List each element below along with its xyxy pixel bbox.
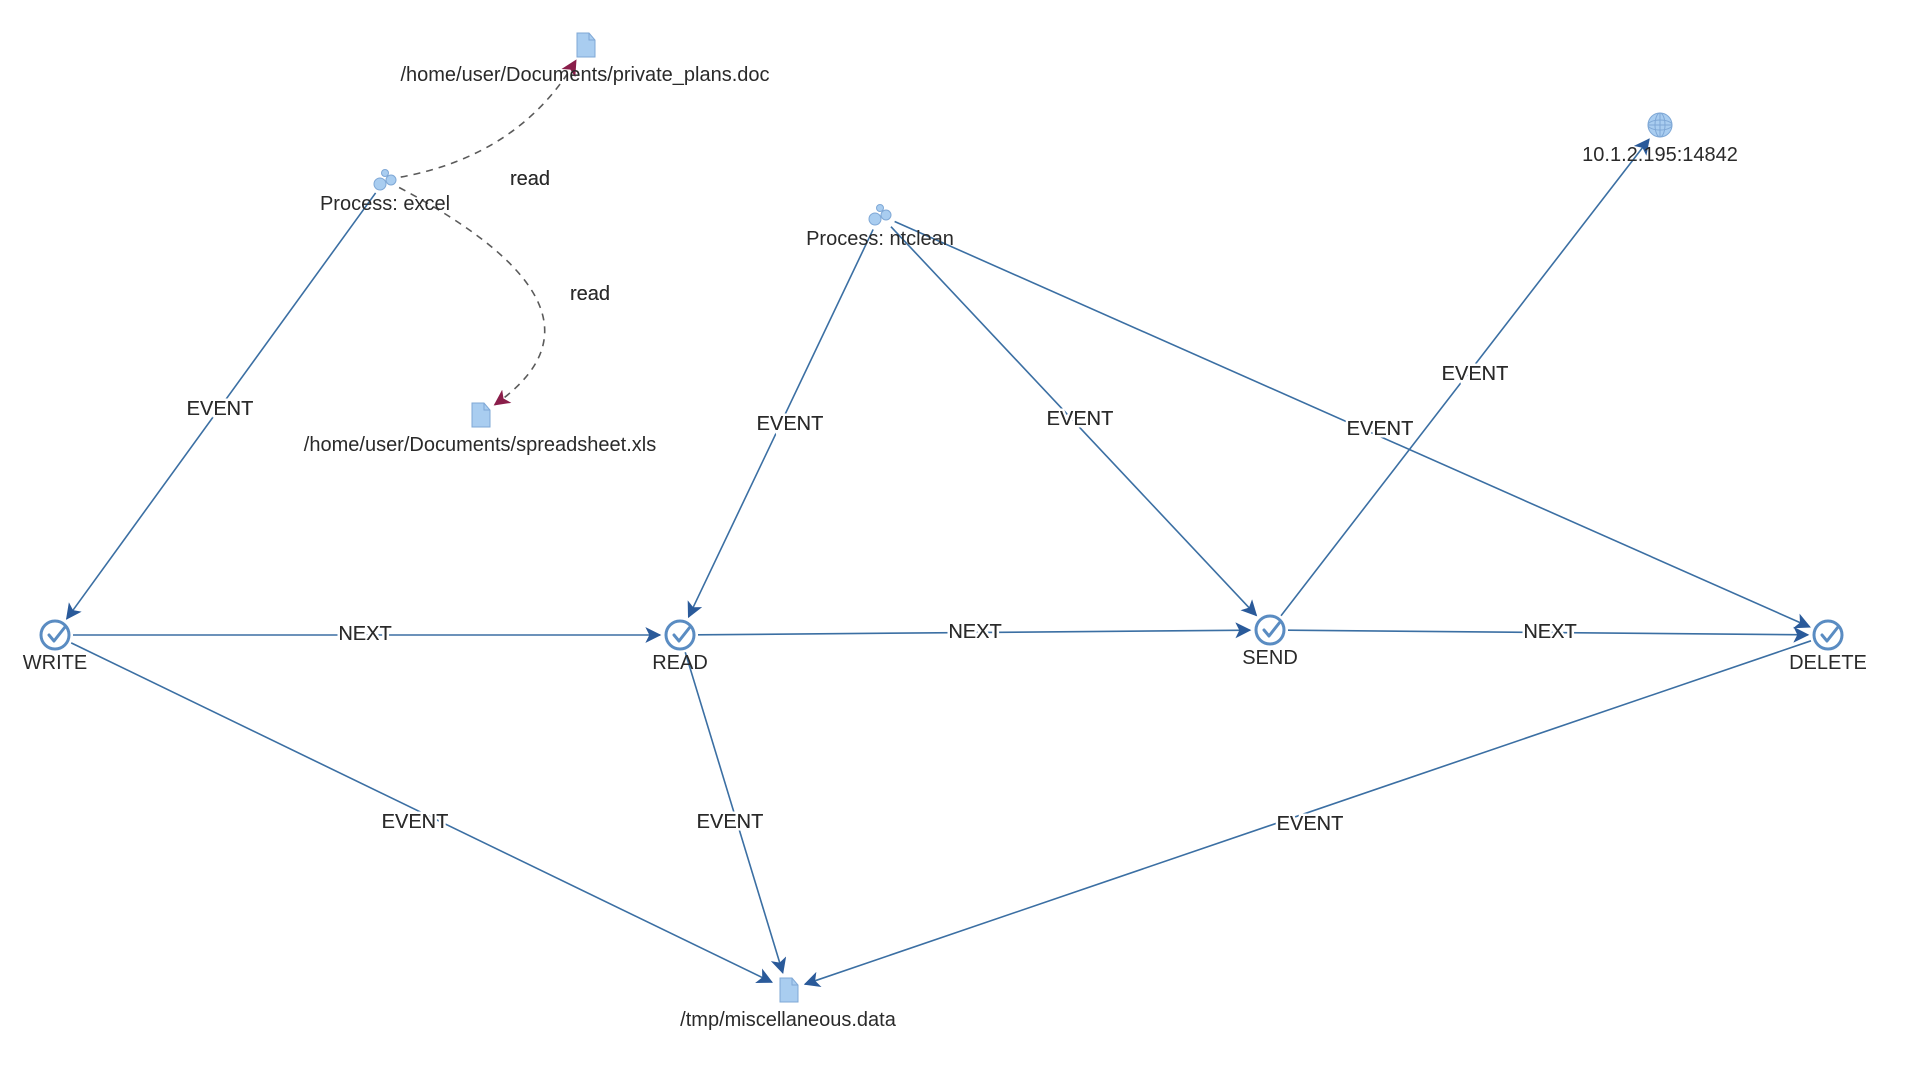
file-icon bbox=[472, 403, 490, 427]
process-icon bbox=[869, 205, 891, 226]
node-file[interactable]: /home/user/Documents/private_plans.doc bbox=[400, 33, 769, 86]
node-process[interactable]: Process: excel bbox=[320, 170, 450, 216]
node-label: SEND bbox=[1242, 647, 1298, 669]
edge-label: EVENT bbox=[382, 811, 449, 833]
node-label: /home/user/Documents/private_plans.doc bbox=[400, 64, 769, 86]
edge-label: EVENT bbox=[1047, 408, 1114, 430]
edge-label: EVENT bbox=[697, 811, 764, 833]
node-network[interactable]: 10.1.2.195:14842 bbox=[1582, 113, 1738, 166]
node-label: 10.1.2.195:14842 bbox=[1582, 144, 1738, 166]
edge-label: NEXT bbox=[1523, 621, 1576, 643]
node-file[interactable]: /tmp/miscellaneous.data bbox=[680, 978, 897, 1031]
file-icon bbox=[780, 978, 798, 1002]
node-file[interactable]: /home/user/Documents/spreadsheet.xls bbox=[304, 403, 656, 456]
event-icon bbox=[1814, 621, 1842, 649]
node-label: DELETE bbox=[1789, 652, 1867, 674]
node-event[interactable]: READ bbox=[652, 621, 708, 674]
edge-label: NEXT bbox=[338, 623, 391, 645]
process-icon bbox=[374, 170, 396, 191]
event-icon bbox=[666, 621, 694, 649]
edge-label: EVENT bbox=[1442, 363, 1509, 385]
node-event[interactable]: SEND bbox=[1242, 616, 1298, 669]
node-label: Process: ntclean bbox=[806, 228, 954, 250]
node-label: /home/user/Documents/spreadsheet.xls bbox=[304, 434, 656, 456]
node-process[interactable]: Process: ntclean bbox=[806, 205, 954, 251]
event-icon bbox=[1256, 616, 1284, 644]
edge-label: EVENT bbox=[1347, 418, 1414, 440]
network-icon bbox=[1648, 113, 1672, 137]
edge-label: read bbox=[510, 168, 550, 190]
diagram-canvas: readreadreadreadEVENTEVENTEVENTEVENTEVEN… bbox=[0, 0, 1920, 1080]
node-label: READ bbox=[652, 652, 708, 674]
file-icon bbox=[577, 33, 595, 57]
node-event[interactable]: DELETE bbox=[1789, 621, 1867, 674]
node-label: WRITE bbox=[23, 652, 87, 674]
node-label: /tmp/miscellaneous.data bbox=[680, 1009, 897, 1031]
edge-label: NEXT bbox=[948, 621, 1001, 643]
nodes-layer: Process: excel Process: ntclean/home/user… bbox=[23, 33, 1867, 1031]
edge bbox=[399, 187, 545, 404]
node-event[interactable]: WRITE bbox=[23, 621, 87, 674]
node-label: Process: excel bbox=[320, 193, 450, 215]
edge-label: EVENT bbox=[187, 398, 254, 420]
edge-label: EVENT bbox=[757, 413, 824, 435]
event-icon bbox=[41, 621, 69, 649]
edge-label: EVENT bbox=[1277, 813, 1344, 835]
edge-label: read bbox=[570, 283, 610, 305]
